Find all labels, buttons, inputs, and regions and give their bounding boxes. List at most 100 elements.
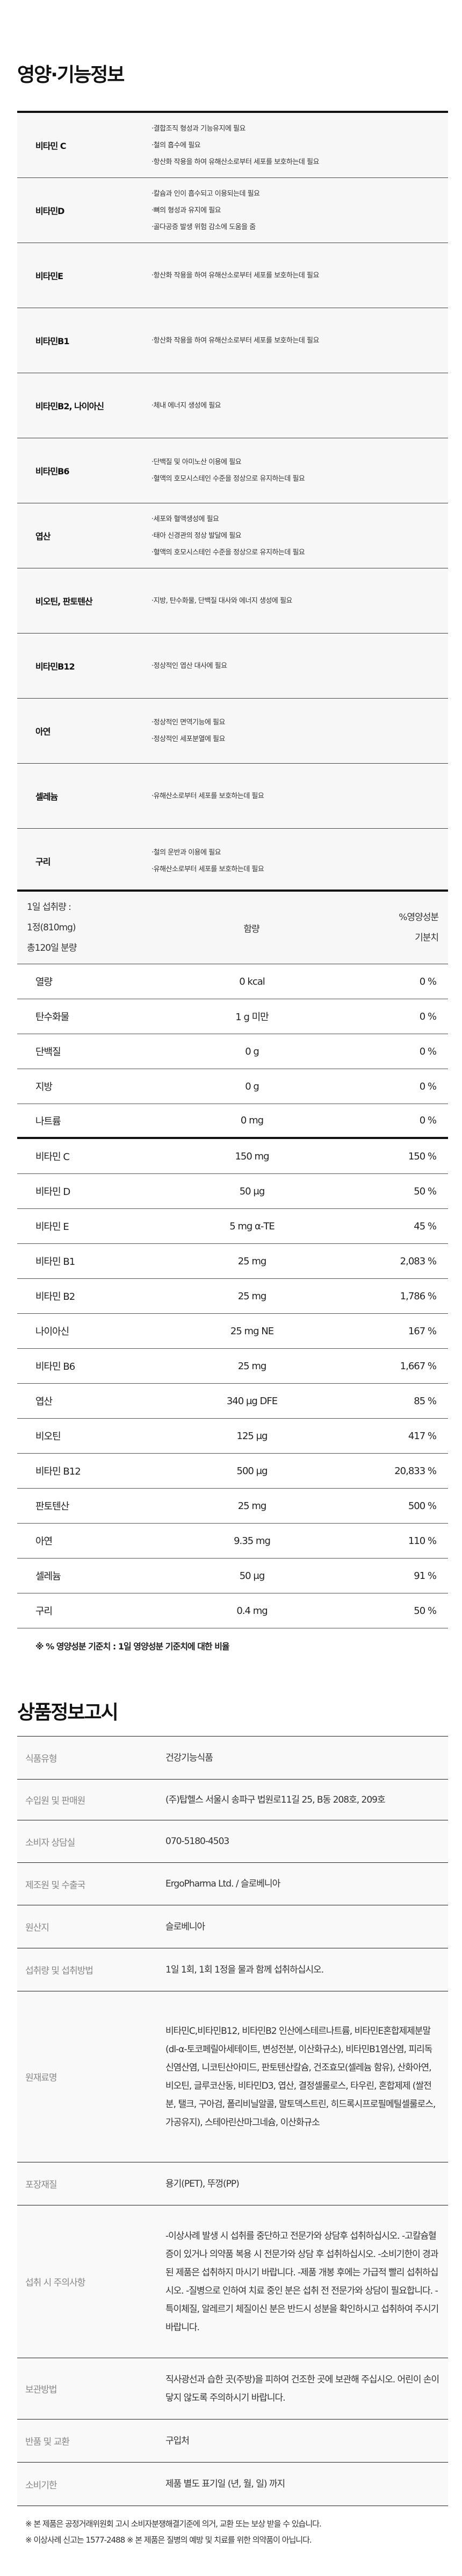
description-line: ·철의 흡수에 필요 bbox=[151, 141, 201, 150]
info-value: 용기(PET), 뚜껑(PP) bbox=[165, 2178, 240, 2189]
nutrition-row: 비타민 D 50 μg 50 % bbox=[17, 1174, 448, 1209]
nutrient-name: 비타민 B6 bbox=[35, 1361, 75, 1372]
info-row: 소비기한 제품 별도 표기일 (년, 월, 일) 까지 bbox=[17, 2463, 448, 2506]
function-description: ·철의 운반과 이용에 필요 ·유해산소로부터 세포를 보호하는데 필요 bbox=[151, 844, 264, 878]
info-label: 식품유형 bbox=[25, 1754, 57, 1764]
daily-value-header: %영양성분 기분치 bbox=[331, 907, 448, 948]
function-row: 비타민B1 ·항산화 작용을 하여 유해산소로부터 세포를 보호하는데 필요 bbox=[17, 308, 448, 373]
nutrient-daily-value: 0 % bbox=[419, 1011, 437, 1022]
nutrient-daily-value: 0 % bbox=[419, 1115, 437, 1126]
info-row: 반품 및 교환 구입처 bbox=[17, 2420, 448, 2463]
nutrient-daily-value: 0 % bbox=[419, 1080, 437, 1092]
serving-line: 총120일 분량 bbox=[27, 943, 77, 953]
nutrient-amount: 340 μg DFE bbox=[226, 1395, 278, 1407]
info-value: 비타민C,비타민B12, 비타민B2 인산에스테르나트륨, 비타민E혼합제제분말… bbox=[165, 2025, 436, 2128]
description-line: ·단백질 및 아미노산 이용에 필요 bbox=[151, 458, 242, 466]
description-line: ·결합조직 형성과 기능유지에 필요 bbox=[151, 124, 246, 133]
description-line: ·항산화 작용을 하여 유해산소로부터 세포를 보호하는데 필요 bbox=[151, 336, 319, 345]
info-row: 식품유형 건강기능식품 bbox=[17, 1737, 448, 1780]
function-description: ·항산화 작용을 하여 유해산소로부터 세포를 보호하는데 필요 bbox=[151, 267, 319, 284]
nutrition-row: 판토텐산 25 mg 500 % bbox=[17, 1489, 448, 1524]
description-line: ·세포와 혈액생성에 필요 bbox=[151, 515, 219, 523]
info-label: 수입원 및 판매원 bbox=[25, 1796, 85, 1806]
nutrient-name: 판토텐산 bbox=[35, 1501, 69, 1512]
nutrient-amount: 25 mg bbox=[237, 1500, 267, 1512]
info-label: 섭취 시 주의사항 bbox=[25, 2278, 85, 2288]
info-value: 직사광선과 습한 곳(주방)을 피하여 건조한 곳에 보관해 주십시오. 어린이… bbox=[165, 2374, 439, 2403]
nutrient-name: 셀레늄 bbox=[35, 1571, 61, 1582]
function-row: 비오틴, 판토텐산 ·지방, 탄수화물, 단백질 대사와 에너지 생성에 필요 bbox=[17, 568, 448, 634]
nutrient-daily-value: 0 % bbox=[419, 1045, 437, 1057]
serving-size-header: 1일 섭취량 : 1정(810mg) 총120일 분량 bbox=[17, 897, 167, 958]
info-row: 수입원 및 판매원 (주)탑헬스 서울시 송파구 법원로11길 25, B동 20… bbox=[17, 1780, 448, 1820]
nutrient-name: 비타민 C bbox=[35, 1151, 70, 1163]
info-label: 섭취량 및 섭취방법 bbox=[25, 1966, 93, 1976]
function-description: ·체내 에너지 생성에 필요 bbox=[151, 397, 221, 414]
nutrient-name: 비타민E bbox=[35, 271, 63, 281]
nutrient-name: 비타민 E bbox=[35, 1221, 69, 1233]
nutrient-name: 비타민 D bbox=[35, 1186, 70, 1198]
description-line: ·정상적인 세포분열에 필요 bbox=[151, 735, 225, 743]
info-row: 섭취량 및 섭취방법 1일 1회, 1회 1정을 물과 함께 섭취하십시오. bbox=[17, 1948, 448, 1991]
nutrient-daily-value: 500 % bbox=[408, 1500, 437, 1512]
description-line: ·골다공증 발생 위험 감소에 도움을 줌 bbox=[151, 223, 256, 231]
function-row: 비타민B12 ·정상적인 엽산 대사에 필요 bbox=[17, 634, 448, 699]
nutrient-amount: 50 μg bbox=[239, 1185, 265, 1197]
description-line: ·칼슘과 인이 흡수되고 이용되는데 필요 bbox=[151, 189, 260, 198]
dv-line: %영양성분 bbox=[399, 912, 439, 923]
nutrient-name: 탄수화물 bbox=[35, 1012, 69, 1023]
description-line: ·체내 에너지 생성에 필요 bbox=[151, 401, 221, 410]
nutrition-row: 아연 9.35 mg 110 % bbox=[17, 1524, 448, 1559]
nutrient-amount: 500 μg bbox=[236, 1465, 268, 1477]
note-line: ※ 이상사례 신고는 1577-2488 ※ 본 제품은 질병의 예방 및 치료… bbox=[25, 2535, 312, 2545]
info-label: 포장재질 bbox=[25, 2180, 57, 2190]
description-line: ·정상적인 면역기능에 필요 bbox=[151, 718, 225, 727]
nutrient-name: 비오틴 bbox=[35, 1431, 61, 1442]
function-description: ·지방, 탄수화물, 단백질 대사와 에너지 생성에 필요 bbox=[151, 593, 292, 609]
nutrient-amount: 25 mg bbox=[237, 1360, 267, 1372]
nutrient-name: 비타민 B2 bbox=[35, 1291, 75, 1303]
description-line: ·지방, 탄수화물, 단백질 대사와 에너지 생성에 필요 bbox=[151, 596, 292, 605]
nutrient-name: 비타민B6 bbox=[35, 466, 70, 476]
nutrient-amount: 125 μg bbox=[236, 1430, 268, 1442]
info-label: 소비기한 bbox=[25, 2480, 57, 2491]
nutrition-row: 비타민 B12 500 μg 20,833 % bbox=[17, 1454, 448, 1489]
nutrition-facts-table: 1일 섭취량 : 1정(810mg) 총120일 분량 함량 %영양성분 기분치… bbox=[17, 889, 448, 1628]
nutrition-row: 엽산 340 μg DFE 85 % bbox=[17, 1384, 448, 1419]
nutrient-name: 비타민B12 bbox=[35, 661, 75, 672]
nutrient-name: 단백질 bbox=[35, 1047, 61, 1058]
nutrient-amount: 0 g bbox=[245, 1045, 259, 1057]
nutrient-name: 비타민B1 bbox=[35, 336, 70, 346]
description-line: ·혈액의 호모시스테인 수준을 정상으로 유지하는데 필요 bbox=[151, 475, 305, 483]
function-row: 엽산 ·세포와 혈액생성에 필요 ·태아 신경관의 정상 발달에 필요 ·혈액의 호모… bbox=[17, 503, 448, 568]
info-label: 보관방법 bbox=[25, 2385, 57, 2395]
nutrient-amount: 0.4 mg bbox=[236, 1605, 268, 1617]
nutrition-row: 비타민 B2 25 mg 1,786 % bbox=[17, 1279, 448, 1314]
nutrient-name: 지방 bbox=[35, 1081, 53, 1093]
nutrient-daily-value: 91 % bbox=[414, 1570, 437, 1582]
nutrient-name: 비타민B2, 나이아신 bbox=[35, 401, 104, 411]
info-value: 슬로베니아 bbox=[165, 1921, 205, 1932]
info-value: 제품 별도 표기일 (년, 월, 일) 까지 bbox=[165, 2479, 285, 2489]
nutrient-daily-value: 0 % bbox=[419, 976, 437, 987]
nutrition-row: 비타민 B6 25 mg 1,667 % bbox=[17, 1349, 448, 1384]
section-title-product-info: 상품정보고시 bbox=[17, 1702, 119, 1724]
nutrient-daily-value: 85 % bbox=[414, 1395, 437, 1407]
info-row: 원산지 슬로베니아 bbox=[17, 1905, 448, 1948]
nutrient-name: 비타민 B12 bbox=[35, 1466, 81, 1477]
nutrient-name: 셀레늄 bbox=[35, 792, 58, 802]
function-row: 비타민E ·항산화 작용을 하여 유해산소로부터 세포를 보호하는데 필요 bbox=[17, 243, 448, 308]
info-value: 1일 1회, 1회 1정을 물과 함께 섭취하십시오. bbox=[165, 1964, 324, 1975]
function-row: 셀레늄 ·유해산소로부터 세포를 보호하는데 필요 bbox=[17, 764, 448, 829]
info-value: 070-5180-4503 bbox=[165, 1836, 229, 1847]
description-line: ·유해산소로부터 세포를 보호하는데 필요 bbox=[151, 865, 264, 873]
info-label: 원재료명 bbox=[25, 2073, 57, 2083]
amount-header: 함량 bbox=[243, 923, 259, 935]
info-row: 원재료명 비타민C,비타민B12, 비타민B2 인산에스테르나트륨, 비타민E혼합… bbox=[17, 1991, 448, 2162]
info-value: 구입처 bbox=[165, 2435, 190, 2446]
nutrient-amount: 25 mg NE bbox=[230, 1325, 274, 1337]
info-value: (주)탑헬스 서울시 송파구 법원로11길 25, B동 208호, 209호 bbox=[165, 1794, 386, 1805]
info-value: -이상사례 발생 시 섭취를 중단하고 전문가와 상담후 섭취하십시오. -고칼… bbox=[165, 2230, 439, 2333]
function-row: 구리 ·철의 운반과 이용에 필요 ·유해산소로부터 세포를 보호하는데 필요 bbox=[17, 829, 448, 894]
function-row: 비타민 C ·결합조직 형성과 기능유지에 필요 ·철의 흡수에 필요 ·항산화 작용… bbox=[17, 113, 448, 178]
